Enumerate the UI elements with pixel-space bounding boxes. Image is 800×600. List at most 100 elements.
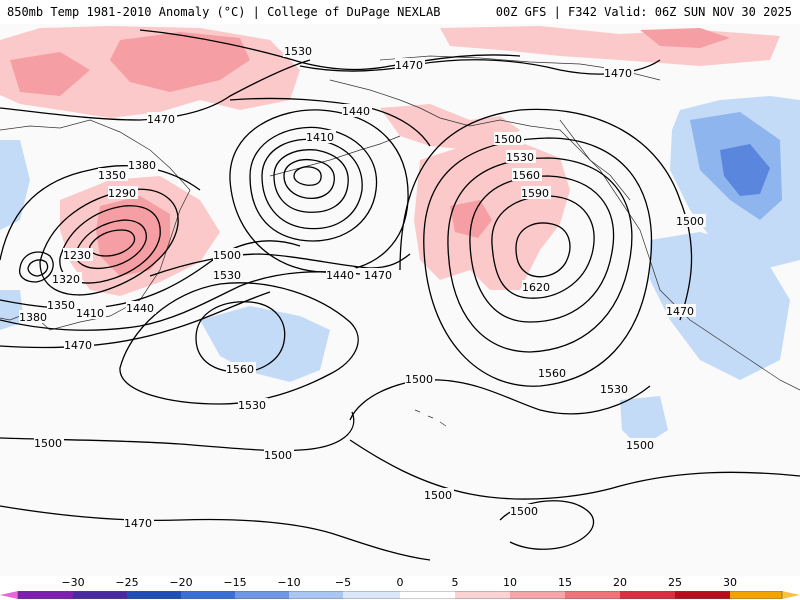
warm-anomaly-gulf-of-alaska	[414, 142, 570, 290]
colorbar-strip	[0, 591, 800, 599]
colorbar-tick: −10	[277, 576, 301, 589]
run-valid-time: 00Z GFS | F342 Valid: 06Z SUN NOV 30 202…	[495, 5, 792, 19]
colorbar-segment	[73, 591, 127, 599]
cool-anomaly-subtropic	[620, 396, 668, 448]
label-bg	[522, 280, 552, 293]
colorbar-tick: −20	[169, 576, 193, 589]
contour-label: 1350	[47, 299, 75, 312]
label-bg	[126, 301, 156, 314]
label-bg	[124, 516, 154, 529]
contour-1350-arc	[0, 165, 201, 261]
map-title: 850mb Temp 1981-2010 Anomaly (°C) | Coll…	[7, 5, 441, 19]
contour-label: 1560	[226, 363, 254, 376]
contour-label: 1470	[64, 339, 92, 352]
warm-anomaly-siberia-core2	[10, 52, 90, 96]
kamchatka-low-ring2	[75, 219, 147, 270]
colorbar-tick: 5	[451, 576, 459, 589]
contour-label: 1530	[213, 269, 241, 282]
contour-label: 1410	[306, 131, 334, 144]
colorbar-segment	[510, 591, 565, 599]
contour-label: 1470	[147, 113, 175, 126]
low-ring3	[273, 149, 349, 213]
label-bg	[63, 248, 93, 261]
contour-label: 1590	[521, 187, 549, 200]
colorbar-min-arrow	[0, 591, 18, 599]
label-bg	[506, 150, 536, 163]
warm-anomaly-arctic-core	[640, 28, 730, 48]
label-bg	[238, 398, 268, 411]
label-bg	[364, 268, 394, 281]
contour-label: 1470	[666, 305, 694, 318]
contour-label: 1500	[264, 449, 292, 462]
contour-label: 1500	[510, 505, 538, 518]
kamchatka-low-ring3	[89, 229, 136, 257]
label-bg	[521, 186, 551, 199]
colorbar-segment	[565, 591, 620, 599]
low-ring2	[261, 138, 363, 230]
colorbar-segment	[455, 591, 510, 599]
label-bg	[512, 168, 542, 181]
label-bg	[510, 504, 540, 517]
kamchatka-small-low	[18, 251, 54, 283]
colorbar-tick: 10	[503, 576, 517, 589]
cool-anomaly-pacific	[200, 306, 330, 382]
cool-anomaly-southwest	[0, 290, 24, 330]
label-bg	[213, 268, 243, 281]
colorbar-segment	[730, 591, 782, 599]
colorbar-segment	[235, 591, 289, 599]
contour-label: 1320	[52, 273, 80, 286]
colorbar-segment	[18, 591, 73, 599]
contour-label: 1530	[600, 383, 628, 396]
contour-1440-low-outer	[229, 109, 409, 273]
coastlines	[0, 55, 800, 427]
label-bg	[128, 158, 158, 171]
contour-label: 1500	[213, 249, 241, 262]
contour-label: 1500	[676, 215, 704, 228]
contour-label: 1470	[364, 269, 392, 282]
contour-label: 1470	[124, 517, 152, 530]
label-bg	[76, 306, 106, 319]
label-bg	[213, 248, 243, 261]
contour-label: 1470	[604, 67, 632, 80]
contour-label: 1500	[626, 439, 654, 452]
contour-label: 1500	[494, 133, 522, 146]
warm-anomaly-siberia-core	[110, 32, 250, 92]
bc-coast	[559, 119, 631, 201]
contour-1500-arc	[149, 253, 411, 277]
colorbar-outline	[17, 591, 783, 599]
height-contours	[0, 29, 800, 561]
map-canvas: 1530 1470 1470 1470 1440 1410 1380 1350 …	[0, 26, 800, 561]
contour-label: 1230	[63, 249, 91, 262]
label-bg	[666, 304, 696, 317]
warm-anomaly-gulf-core	[450, 200, 492, 238]
contour-label: 1470	[395, 59, 423, 72]
contour-label: 1560	[512, 169, 540, 182]
colorbar-max-arrow	[782, 591, 800, 599]
contour-1530-north	[139, 29, 521, 71]
colorbar-tick: −15	[223, 576, 247, 589]
label-bg	[494, 132, 524, 145]
colorbar-segment	[675, 591, 730, 599]
colorbar-tick: −25	[115, 576, 139, 589]
label-bg	[538, 366, 568, 379]
colorbar-tick: −30	[61, 576, 85, 589]
contour-label: 1500	[34, 437, 62, 450]
colorbar-segment	[400, 591, 455, 599]
low-1410-ring1	[249, 126, 378, 242]
contour-label: 1380	[19, 311, 47, 324]
label-bg	[147, 112, 177, 125]
label-bg	[264, 448, 294, 461]
contour-1500-mid	[0, 411, 355, 452]
label-bg	[405, 372, 435, 385]
label-bg	[626, 438, 656, 451]
colorbar-tick-labels: −30 −25 −20 −15 −10 −5 0 5 10 15 20 25 3…	[0, 576, 800, 590]
kamchatka-small-low2	[27, 259, 49, 277]
colorbar-tick: 25	[668, 576, 682, 589]
cool-anomaly-west	[0, 140, 30, 230]
colorbar: −30 −25 −20 −15 −10 −5 0 5 10 15 20 25 3…	[0, 576, 800, 600]
label-bg	[604, 66, 634, 79]
label-bg	[98, 168, 128, 181]
colorbar-segment	[181, 591, 235, 599]
high-1590	[491, 195, 595, 299]
label-bg	[600, 382, 630, 395]
